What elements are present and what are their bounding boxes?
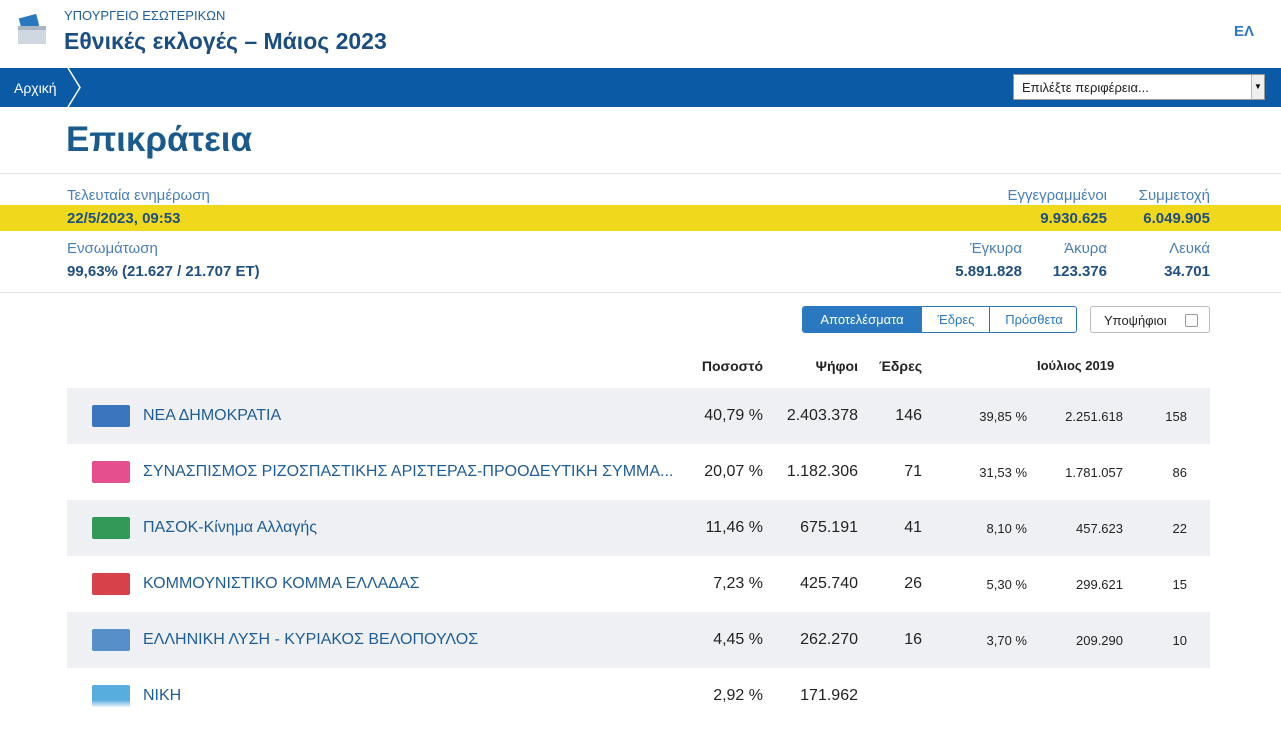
highlight-band <box>0 205 1281 231</box>
result-cell: 425.740 <box>800 575 858 592</box>
row-background <box>67 388 1210 444</box>
result-cell: 11,46 % <box>705 519 763 536</box>
stat-label: Εγγεγραμμένοι <box>1007 187 1107 204</box>
party-logo <box>92 517 130 539</box>
previous-result: 22 <box>1172 521 1187 536</box>
stat-label: Ενσωμάτωση <box>67 240 158 257</box>
region-select[interactable]: Επιλέξτε περιφέρεια... ▼ <box>1013 74 1265 100</box>
party-logo <box>92 461 130 483</box>
previous-result: 10 <box>1172 633 1187 648</box>
tab[interactable]: Πρόσθετα <box>989 307 1076 332</box>
party-logo <box>92 573 130 595</box>
result-cell: 675.191 <box>800 519 858 536</box>
result-cell: 41 <box>904 519 922 536</box>
party-name[interactable]: ΕΛΛΗΝΙΚΗ ΛΥΣΗ - ΚΥΡΙΑΚΟΣ ΒΕΛΟΠΟΥΛΟΣ <box>143 631 479 648</box>
party-name[interactable]: ΝΕΑ ΔΗΜΟΚΡΑΤΙΑ <box>143 407 282 424</box>
row-background <box>67 612 1210 668</box>
candidates-toggle[interactable]: Υποψήφιοι <box>1090 306 1210 333</box>
separator <box>0 292 1281 293</box>
party-logo <box>92 405 130 427</box>
stat-label: Άκυρα <box>1064 240 1107 257</box>
result-cell: 71 <box>904 463 922 480</box>
stat-value: 6.049.905 <box>1143 210 1210 227</box>
previous-result: 8,10 % <box>986 521 1027 536</box>
stat-value: 9.930.625 <box>1040 210 1107 227</box>
select-arrow: ▼ <box>1251 75 1264 99</box>
party-name[interactable]: ΠΑΣΟΚ-Κίνημα Αλλαγής <box>143 519 318 536</box>
previous-result: 15 <box>1172 577 1187 592</box>
ballot-svg <box>18 13 46 44</box>
result-cell: 171.962 <box>800 687 858 704</box>
region-select-text: Επιλέξτε περιφέρεια... <box>1022 80 1149 95</box>
previous-result: 86 <box>1172 465 1187 480</box>
column-header: Έδρες <box>878 358 922 374</box>
stat-value: 5.891.828 <box>955 263 1022 280</box>
stat-value: 34.701 <box>1164 263 1210 280</box>
stat-value: 99,63% (21.627 / 21.707 ΕΤ) <box>67 263 260 280</box>
party-name[interactable]: ΣΥΝΑΣΠΙΣΜΟΣ ΡΙΖΟΣΠΑΣΤΙΚΗΣ ΑΡΙΣΤΕΡΑΣ-ΠΡΟΟ… <box>143 463 674 480</box>
stat-label: Λευκά <box>1169 240 1210 257</box>
previous-result: 158 <box>1165 409 1187 424</box>
stat-label: Συμμετοχή <box>1138 187 1210 204</box>
breadcrumb-chevron <box>67 68 81 107</box>
language[interactable]: ΕΛ <box>1234 23 1255 40</box>
result-cell: 16 <box>904 631 922 648</box>
previous-result: 5,30 % <box>986 577 1027 592</box>
result-cell: 262.270 <box>800 631 858 648</box>
party-name[interactable]: ΚΟΜΜΟΥΝΙΣΤΙΚΟ ΚΟΜΜΑ ΕΛΛΑΔΑΣ <box>143 575 420 592</box>
result-cell: 2.403.378 <box>786 407 858 424</box>
ministry: ΥΠΟΥΡΓΕΙΟ ΕΣΩΤΕΡΙΚΩΝ <box>64 8 226 23</box>
tab[interactable]: Έδρες <box>921 307 990 332</box>
result-cell: 4,45 % <box>713 631 763 648</box>
previous-result: 39,85 % <box>979 409 1027 424</box>
row-background <box>67 500 1210 556</box>
previous-result: 457.623 <box>1076 521 1123 536</box>
stat-value: 123.376 <box>1052 263 1107 280</box>
result-cell: 2,92 % <box>713 687 763 704</box>
breadcrumb[interactable]: Αρχική <box>14 80 57 96</box>
site-title: Εθνικές εκλογές – Μάιος 2023 <box>64 28 387 54</box>
checkbox[interactable] <box>1185 314 1198 327</box>
result-cell: 40,79 % <box>704 407 763 424</box>
result-cell: 1.182.306 <box>786 463 858 480</box>
candidates-label: Υποψήφιοι <box>1104 313 1167 328</box>
tab-active[interactable]: Αποτελέσματα <box>803 307 921 332</box>
stat-label: Τελευταία ενημέρωση <box>67 187 210 204</box>
party-name[interactable]: ΝΙΚΗ <box>143 687 182 704</box>
previous-result: 1.781.057 <box>1065 465 1123 480</box>
previous-result: 31,53 % <box>979 465 1027 480</box>
result-cell: 26 <box>904 575 922 592</box>
result-cell: 20,07 % <box>704 463 763 480</box>
previous-result: 209.290 <box>1076 633 1123 648</box>
column-header: Ιούλιος 2019 <box>1037 358 1115 373</box>
party-logo <box>92 629 130 651</box>
bottom-fade <box>0 700 1281 743</box>
previous-result: 3,70 % <box>986 633 1027 648</box>
result-cell: 146 <box>895 407 922 424</box>
previous-result: 299.621 <box>1076 577 1123 592</box>
column-header: Ψήφοι <box>815 358 858 374</box>
stat-label: Έγκυρα <box>969 240 1022 257</box>
ballot-icon <box>16 13 48 46</box>
previous-result: 2.251.618 <box>1065 409 1123 424</box>
tab-group: Αποτελέσματα Έδρες Πρόσθετα <box>802 306 1077 333</box>
result-cell: 7,23 % <box>713 575 763 592</box>
page-title: Επικράτεια <box>66 120 253 159</box>
separator <box>0 173 1281 174</box>
column-header: Ποσοστό <box>701 358 763 374</box>
stat-value: 22/5/2023, 09:53 <box>67 210 181 227</box>
